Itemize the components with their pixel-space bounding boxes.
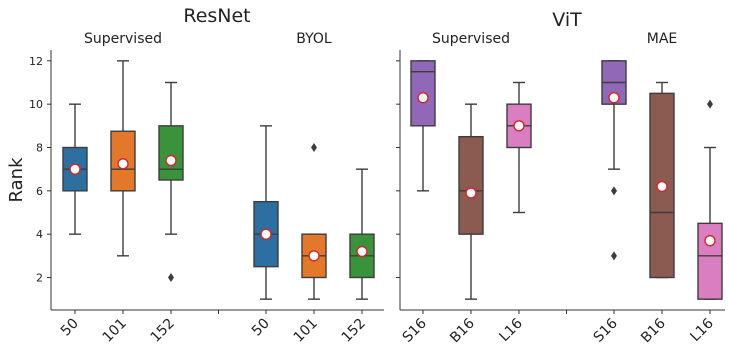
x-tick-label: 152 [148,316,178,344]
x-tick-label: 50 [58,316,82,340]
mean-marker [656,180,668,193]
y-tick-label: 4 [36,228,43,241]
mean-marker [117,158,129,170]
y-tick-label: 10 [29,98,43,111]
x-tick-label: 101 [100,316,130,344]
outlier-point [311,143,317,152]
mean-marker [260,228,272,240]
group-label: MAE [647,31,678,47]
x-tick-label: L16 [687,315,716,344]
box-152 [158,125,184,181]
box-L16 [697,222,723,300]
mean-marker [417,91,429,104]
x-tick-label: 50 [249,316,273,340]
x-tick-label: L16 [496,315,525,344]
mean-marker [165,154,177,167]
y-axis-label: Rank [6,157,27,203]
group-label: Supervised [432,31,510,47]
mean-marker [513,120,525,132]
chart-title: ResNet [183,5,250,27]
mean-marker [465,187,477,199]
mean-marker [608,91,620,104]
x-tick-label: 152 [339,316,369,344]
x-tick-label: B16 [447,315,478,344]
y-tick-label: 2 [36,272,43,285]
group-label: BYOL [296,31,332,47]
outlier-point [168,273,174,282]
group-label: Supervised [84,31,162,47]
outlier-point [611,251,617,261]
x-tick-label: 101 [291,316,321,344]
outlier-point [611,186,617,196]
x-tick-label: S16 [400,315,430,344]
y-tick-label: 6 [36,185,43,198]
y-tick-label: 8 [36,142,43,155]
y-tick-label: 12 [29,55,43,68]
mean-marker [356,245,368,258]
mean-marker [704,234,716,247]
chart-title: ViT [552,9,582,31]
box-B16 [458,135,484,235]
mean-marker [69,163,81,175]
mean-marker [308,250,320,262]
outlier-point [707,99,713,109]
x-tick-label: S16 [591,315,621,344]
x-tick-label: B16 [638,315,669,344]
